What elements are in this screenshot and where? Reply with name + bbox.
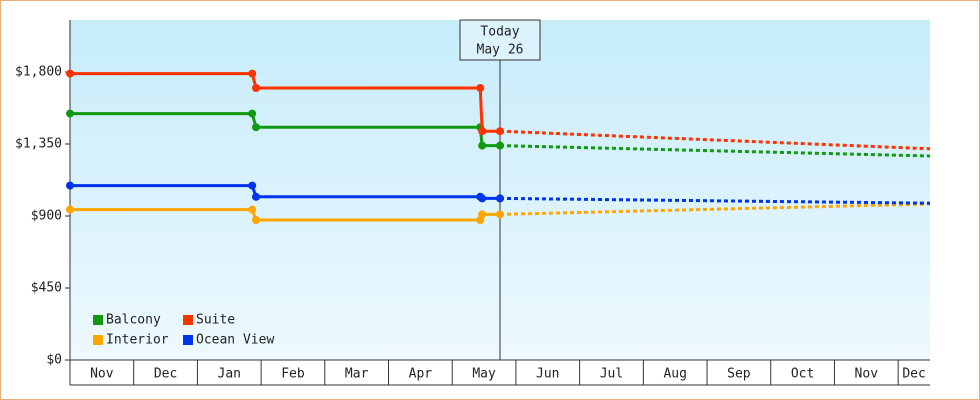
point	[248, 109, 257, 118]
x-tick-label: Apr	[409, 367, 433, 382]
point	[478, 210, 487, 219]
forecast-line	[499, 196, 931, 205]
x-tick-label: Dec	[154, 367, 177, 382]
legend-label: Suite	[196, 313, 235, 328]
point	[496, 127, 504, 136]
x-tick-label: Jul	[600, 367, 623, 382]
x-tick-label: Oct	[791, 367, 814, 382]
y-tick-label: $1,350	[15, 137, 62, 152]
point	[66, 205, 74, 214]
y-tick-label: $1,800	[15, 65, 62, 80]
legend-swatch	[183, 315, 193, 325]
point	[476, 84, 485, 92]
x-tick-label: Sep	[727, 367, 751, 382]
x-tick-label: Jan	[218, 367, 241, 382]
point	[478, 141, 487, 150]
x-tick-label: Mar	[345, 367, 369, 382]
point	[496, 141, 504, 150]
point	[496, 194, 504, 203]
legend-label: Interior	[106, 333, 169, 348]
point	[478, 127, 487, 136]
forecast-line	[499, 202, 931, 216]
legend-label: Ocean View	[196, 333, 274, 348]
today-label: Today	[480, 25, 519, 40]
forecast-line	[499, 129, 931, 151]
y-tick-label: $0	[46, 353, 62, 368]
x-tick-label: Jun	[536, 367, 559, 382]
x-tick-label: Feb	[281, 367, 305, 382]
y-tick-label: $450	[31, 281, 62, 296]
x-tick-label: Dec	[902, 367, 925, 382]
x-tick-label: Nov	[90, 367, 114, 382]
y-tick-label: $900	[31, 209, 62, 224]
legend-label: Balcony	[106, 313, 161, 328]
forecast-line	[499, 144, 931, 158]
today-box	[459, 19, 541, 61]
x-tick-label: Aug	[663, 367, 686, 382]
today-date: May 26	[477, 43, 524, 58]
point	[248, 205, 257, 214]
point	[496, 210, 504, 219]
point	[66, 109, 74, 118]
point	[248, 69, 257, 78]
point	[66, 69, 74, 78]
point	[252, 216, 261, 224]
point	[252, 84, 261, 92]
legend-swatch	[183, 335, 193, 345]
point	[252, 123, 261, 132]
point	[66, 181, 74, 190]
legend-swatch	[93, 315, 103, 325]
point	[478, 194, 487, 203]
x-tick-label: May	[472, 367, 496, 382]
legend-swatch	[93, 335, 103, 345]
x-tick-label: Nov	[855, 367, 879, 382]
point	[248, 181, 257, 190]
point	[252, 192, 261, 201]
